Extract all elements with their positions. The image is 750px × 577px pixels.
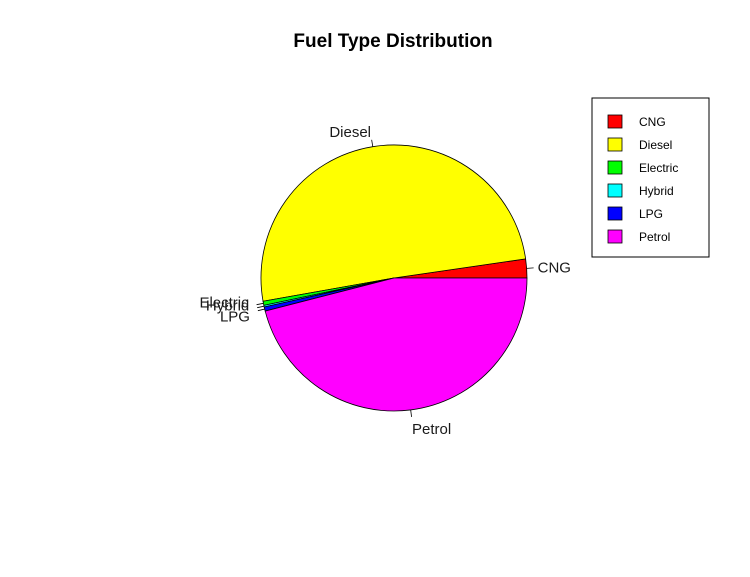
legend-swatch-lpg — [607, 206, 623, 221]
label-tick-hybrid — [257, 305, 265, 309]
legend-label-cng: CNG — [639, 115, 666, 129]
label-tick-electric — [256, 302, 264, 306]
legend-label-petrol: Petrol — [639, 230, 670, 244]
pie-slice-petrol — [264, 277, 528, 412]
legend-swatch-petrol — [607, 229, 623, 244]
legend-swatch-cng — [607, 114, 623, 129]
label-tick-lpg — [257, 308, 265, 312]
chart-title: Fuel Type Distribution — [293, 31, 492, 52]
slice-label-diesel: Diesel — [329, 124, 371, 141]
legend-label-diesel: Diesel — [639, 138, 672, 152]
slice-label-petrol: Petrol — [412, 421, 451, 438]
legend: CNG Diesel Electric Hybrid LPG Petrol — [591, 97, 710, 258]
label-tick-diesel — [371, 139, 374, 147]
slice-label-cng: CNG — [538, 260, 571, 277]
legend-label-electric: Electric — [639, 161, 678, 175]
slice-label-hybrid: Hybrid — [206, 298, 249, 315]
label-tick-cng — [526, 267, 534, 269]
legend-label-lpg: LPG — [639, 207, 663, 221]
slice-label-lpg: LPG — [220, 309, 250, 326]
slice-label-electric: Electric — [199, 294, 249, 311]
legend-swatch-diesel — [607, 137, 623, 152]
legend-swatch-electric — [607, 160, 623, 175]
legend-swatch-hybrid — [607, 183, 623, 198]
label-tick-petrol — [410, 409, 412, 417]
pie-slices — [260, 144, 528, 412]
legend-label-hybrid: Hybrid — [639, 184, 674, 198]
